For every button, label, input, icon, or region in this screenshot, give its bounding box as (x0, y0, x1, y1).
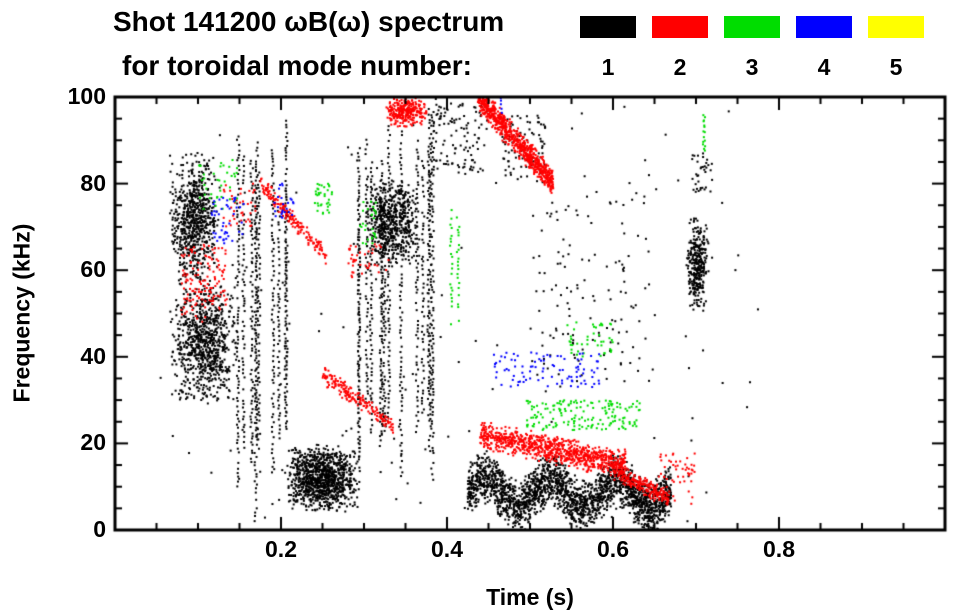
x-tick-label: 0.6 (597, 536, 629, 562)
legend-mode-label: 2 (673, 54, 687, 80)
legend-mode-label: 4 (817, 54, 831, 80)
y-tick-label: 100 (67, 83, 106, 109)
legend-mode-label: 3 (745, 54, 759, 80)
chart-subtitle: for toroidal mode number: (122, 50, 472, 81)
y-axis-title: Frequency (kHz) (8, 223, 35, 403)
x-tick-label: 0.4 (431, 536, 463, 562)
legend-swatch-mode-3 (724, 16, 780, 38)
legend-swatch-mode-1 (580, 16, 636, 38)
chart-title: Shot 141200 ωB(ω) spectrum (113, 6, 505, 37)
x-axis-title: Time (s) (486, 584, 574, 610)
legend-mode-label: 5 (889, 54, 903, 80)
y-tick-label: 40 (80, 342, 106, 369)
x-tick-label: 0.2 (265, 536, 297, 562)
legend-swatch-mode-5 (868, 16, 924, 38)
y-tick-label: 20 (80, 429, 106, 456)
legend-mode-label: 1 (601, 54, 615, 80)
y-tick-label: 0 (93, 516, 106, 542)
x-tick-label: 0.8 (763, 536, 795, 562)
legend-swatch-mode-2 (652, 16, 708, 38)
legend-swatch-mode-4 (796, 16, 852, 38)
y-tick-label: 80 (80, 169, 106, 196)
y-tick-label: 60 (80, 256, 106, 283)
